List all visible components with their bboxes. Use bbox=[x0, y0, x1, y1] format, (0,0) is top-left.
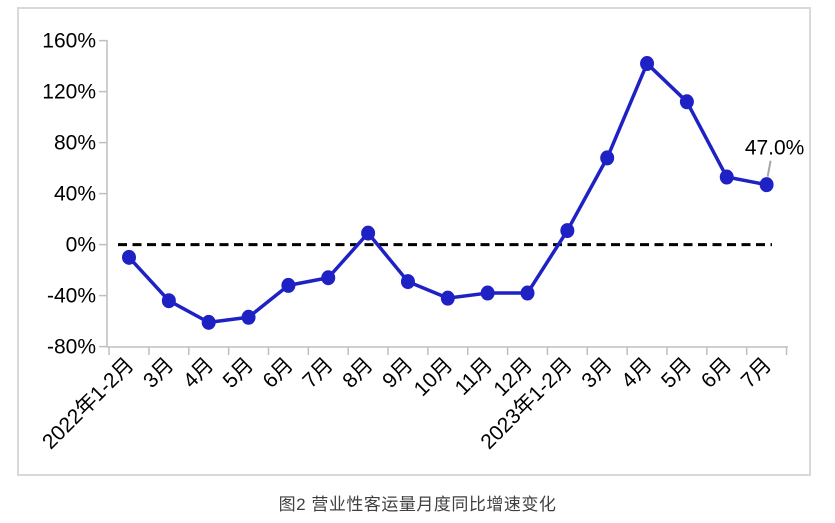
data-point bbox=[241, 309, 256, 325]
line-series bbox=[127, 61, 767, 325]
y-axis-tick-label: -40% bbox=[47, 285, 96, 308]
x-axis-tick-label: 6月 bbox=[259, 353, 298, 392]
data-point bbox=[600, 150, 615, 166]
data-point bbox=[520, 285, 535, 301]
x-axis-tick-label: 2022年1-2月 bbox=[38, 353, 138, 453]
data-point bbox=[719, 169, 734, 185]
y-axis-tick-label: 120% bbox=[42, 81, 96, 104]
x-axis-tick-label: 7月 bbox=[298, 353, 337, 392]
x-axis-tick-label: 3月 bbox=[577, 353, 616, 392]
y-axis-tick-label: 160% bbox=[42, 30, 96, 53]
x-axis-tick-label: 4月 bbox=[179, 353, 218, 392]
chart-frame-border bbox=[17, 7, 811, 476]
data-point bbox=[201, 314, 216, 330]
data-point bbox=[640, 56, 655, 72]
y-axis-tick-label: 40% bbox=[54, 183, 96, 206]
x-axis-tick-label: 8月 bbox=[338, 353, 377, 392]
y-axis-tick-label: -80% bbox=[47, 336, 96, 359]
x-axis-tick-label: 5月 bbox=[657, 353, 696, 392]
data-point bbox=[281, 277, 296, 293]
data-point bbox=[122, 249, 136, 265]
x-axis-tick-label: 11月 bbox=[451, 353, 498, 400]
x-axis-tick-label: 5月 bbox=[219, 353, 258, 392]
data-point bbox=[321, 270, 336, 286]
chart-svg: 160%120%80%40%0%-40%-80%2022年1-2月 3月 4月 5月 6… bbox=[17, 7, 811, 476]
annotation-leader-line bbox=[766, 160, 772, 177]
data-point bbox=[480, 285, 495, 301]
data-point bbox=[560, 223, 575, 239]
x-axis-tick-label: 7月 bbox=[737, 353, 776, 392]
data-point bbox=[759, 177, 774, 193]
data-point bbox=[440, 290, 455, 306]
x-axis-tick-label: 3月 bbox=[139, 353, 178, 392]
data-point bbox=[361, 225, 376, 241]
x-axis-tick-label: 6月 bbox=[697, 353, 736, 392]
y-axis-tick-label: 0% bbox=[66, 234, 96, 257]
x-axis-tick-label: 10月 bbox=[410, 353, 458, 401]
data-point bbox=[679, 94, 694, 110]
data-point bbox=[400, 274, 415, 290]
annotation-label: 47.0% bbox=[745, 137, 805, 160]
x-axis-tick-label: 4月 bbox=[617, 353, 656, 392]
chart-caption: 图2 营业性客运量月度同比增速变化 bbox=[278, 495, 557, 514]
y-axis-tick-label: 80% bbox=[54, 132, 96, 155]
data-point bbox=[161, 293, 176, 309]
